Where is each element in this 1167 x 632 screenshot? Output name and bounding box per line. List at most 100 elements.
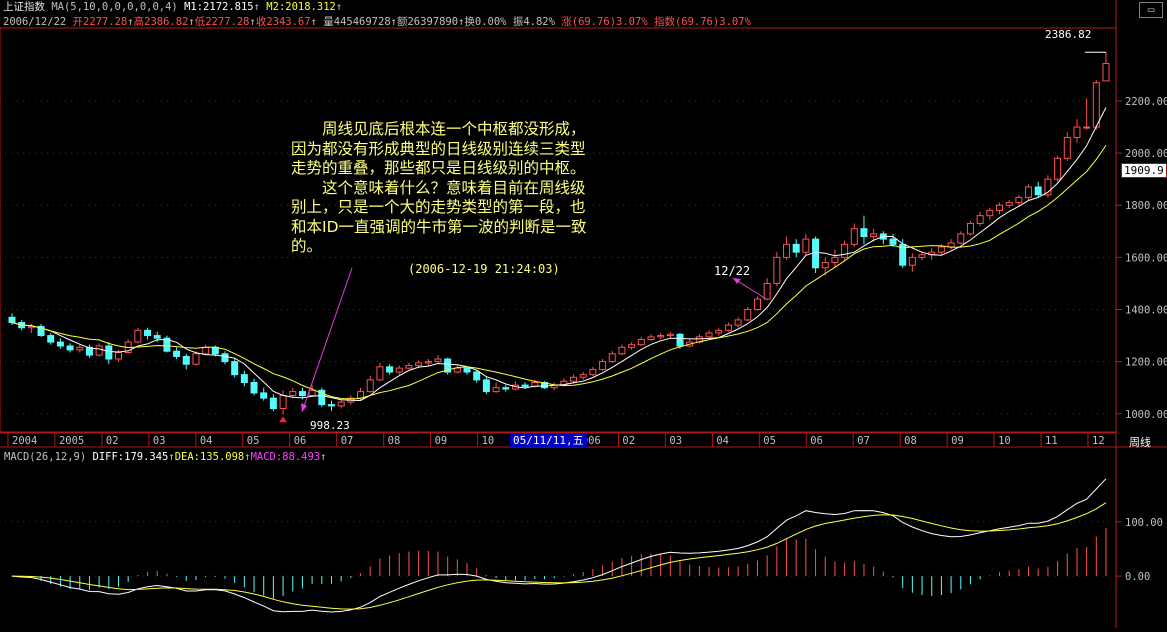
x-tick-label: 08 xyxy=(388,435,401,447)
low-marker-label: 998.23 xyxy=(310,419,350,432)
candle-up xyxy=(1102,62,1110,82)
annotation-line: 别上，只是一个大的走势类型的第一段，也 xyxy=(291,198,586,216)
quote-volume: 量445469728 xyxy=(323,16,391,28)
y-tick-label: 1000.00 xyxy=(1125,409,1167,421)
candle-down xyxy=(860,228,868,238)
annotation-line: 走势的重叠，那些都只是日线级别的中枢。 xyxy=(291,159,586,177)
macd-diff-line xyxy=(11,478,1107,613)
candle-up xyxy=(279,395,287,410)
x-tick-label: 02 xyxy=(622,435,635,447)
y-tick-label: 1600.00 xyxy=(1125,252,1167,264)
candle-up xyxy=(724,324,732,331)
macd-macd: MACD:88.493 xyxy=(250,451,321,463)
y-tick-label: 1200.00 xyxy=(1125,357,1167,369)
x-tick-label: 05 xyxy=(247,435,260,447)
macd-y-tick-label: 100.00 xyxy=(1125,517,1163,529)
candle-up xyxy=(986,209,994,217)
candle-up xyxy=(492,387,500,393)
candle-up xyxy=(434,358,442,363)
candle-up xyxy=(76,346,84,351)
candle-up xyxy=(1044,178,1052,196)
candle-down xyxy=(66,345,74,351)
candle-up xyxy=(589,368,597,376)
candle-up xyxy=(27,325,35,329)
candle-up xyxy=(308,389,316,397)
candle-up xyxy=(579,374,587,378)
candle-up xyxy=(821,262,829,269)
candle-up xyxy=(395,367,403,373)
y-tick-label: 2200.00 xyxy=(1125,96,1167,108)
x-tick-label: 04 xyxy=(200,435,213,447)
candle-down xyxy=(502,387,510,390)
x-tick-label: 2004 xyxy=(12,435,37,447)
window-restore-button[interactable]: ▭ xyxy=(1139,2,1163,18)
candle-down xyxy=(163,337,171,352)
annotation-line: 这个意味着什么？意味着目前在周线级 xyxy=(322,178,586,197)
candle-up xyxy=(608,353,616,363)
date-marker-arrowhead xyxy=(733,278,741,284)
candle-up xyxy=(947,242,955,248)
x-tick-label: 09 xyxy=(951,435,964,447)
candle-up xyxy=(337,401,345,407)
x-tick-label: 05 xyxy=(763,435,776,447)
candle-up xyxy=(618,346,626,355)
candle-down xyxy=(56,341,64,347)
candle-up xyxy=(937,246,945,253)
candle-down xyxy=(221,353,229,363)
candle-up xyxy=(134,329,142,343)
ma-m2-value: M2:2018.312 xyxy=(266,1,336,13)
high-marker-label: 2386.82 xyxy=(1045,28,1092,41)
candle-up xyxy=(657,335,665,338)
candle-down xyxy=(85,346,93,356)
candle-up xyxy=(763,282,771,300)
low-marker-arrow xyxy=(279,416,288,423)
candle-up xyxy=(628,344,636,348)
candle-up xyxy=(957,233,965,244)
candle-up xyxy=(666,333,674,337)
quote-amount: 额26397890 xyxy=(396,16,459,28)
candle-up xyxy=(831,256,839,264)
x-tick-label: 09 xyxy=(435,435,448,447)
candle-up xyxy=(996,204,1004,211)
macd-dea: DEA:135.098 xyxy=(174,451,245,463)
index-name: 上证指数 xyxy=(3,1,45,13)
candle-down xyxy=(792,243,800,253)
candle-up xyxy=(1054,157,1062,180)
candle-down xyxy=(144,329,152,337)
candle-down xyxy=(153,335,161,339)
x-tick-label: 04 xyxy=(716,435,729,447)
annotation-line: 周线见底后根本连一个中枢都没形成， xyxy=(322,120,586,138)
macd-y-tick-label: 0.00 xyxy=(1125,571,1150,583)
candle-down xyxy=(812,238,820,269)
x-tick-label: 10 xyxy=(482,435,495,447)
quote-index-change: 指数(69.76)3.07% xyxy=(653,16,751,28)
candle-up xyxy=(114,352,122,360)
candle-up xyxy=(783,243,791,258)
ma-m1-value: M1:2172.815 xyxy=(184,1,254,13)
candle-up xyxy=(202,346,210,355)
candle-up xyxy=(192,353,200,365)
quote-change: 涨(69.76)3.07% xyxy=(561,16,648,28)
candle-down xyxy=(231,361,239,376)
x-tick-label: 07 xyxy=(341,435,354,447)
period-label[interactable]: 周线 xyxy=(1129,436,1151,449)
macd-diff: DIFF:179.345 xyxy=(92,451,169,463)
annotation-arrowhead xyxy=(301,403,307,412)
candle-down xyxy=(260,392,268,399)
last-price-label: 1909.9 xyxy=(1121,163,1167,178)
candle-up xyxy=(715,329,723,334)
x-tick-label: 06 xyxy=(810,435,823,447)
candle-up xyxy=(647,336,655,340)
candle-up xyxy=(570,376,578,382)
ma-label: MA(5,10,0,0,0,0,0,4) xyxy=(51,1,178,13)
annotation-text: 周线见底后根本连一个中枢都没形成， 因为都没有形成典型的日线级别连续三类型 走势… xyxy=(291,120,681,257)
candle-down xyxy=(182,355,190,365)
x-tick-label: 12 xyxy=(1092,435,1105,447)
x-tick-label: 06 xyxy=(294,435,307,447)
candle-down xyxy=(521,384,529,387)
header-line-1: 上证指数 MA(5,10,0,0,0,0,0,4) M1:2172.815↑ M… xyxy=(3,1,343,13)
candle-up xyxy=(95,345,103,356)
candle-up xyxy=(1092,82,1100,128)
